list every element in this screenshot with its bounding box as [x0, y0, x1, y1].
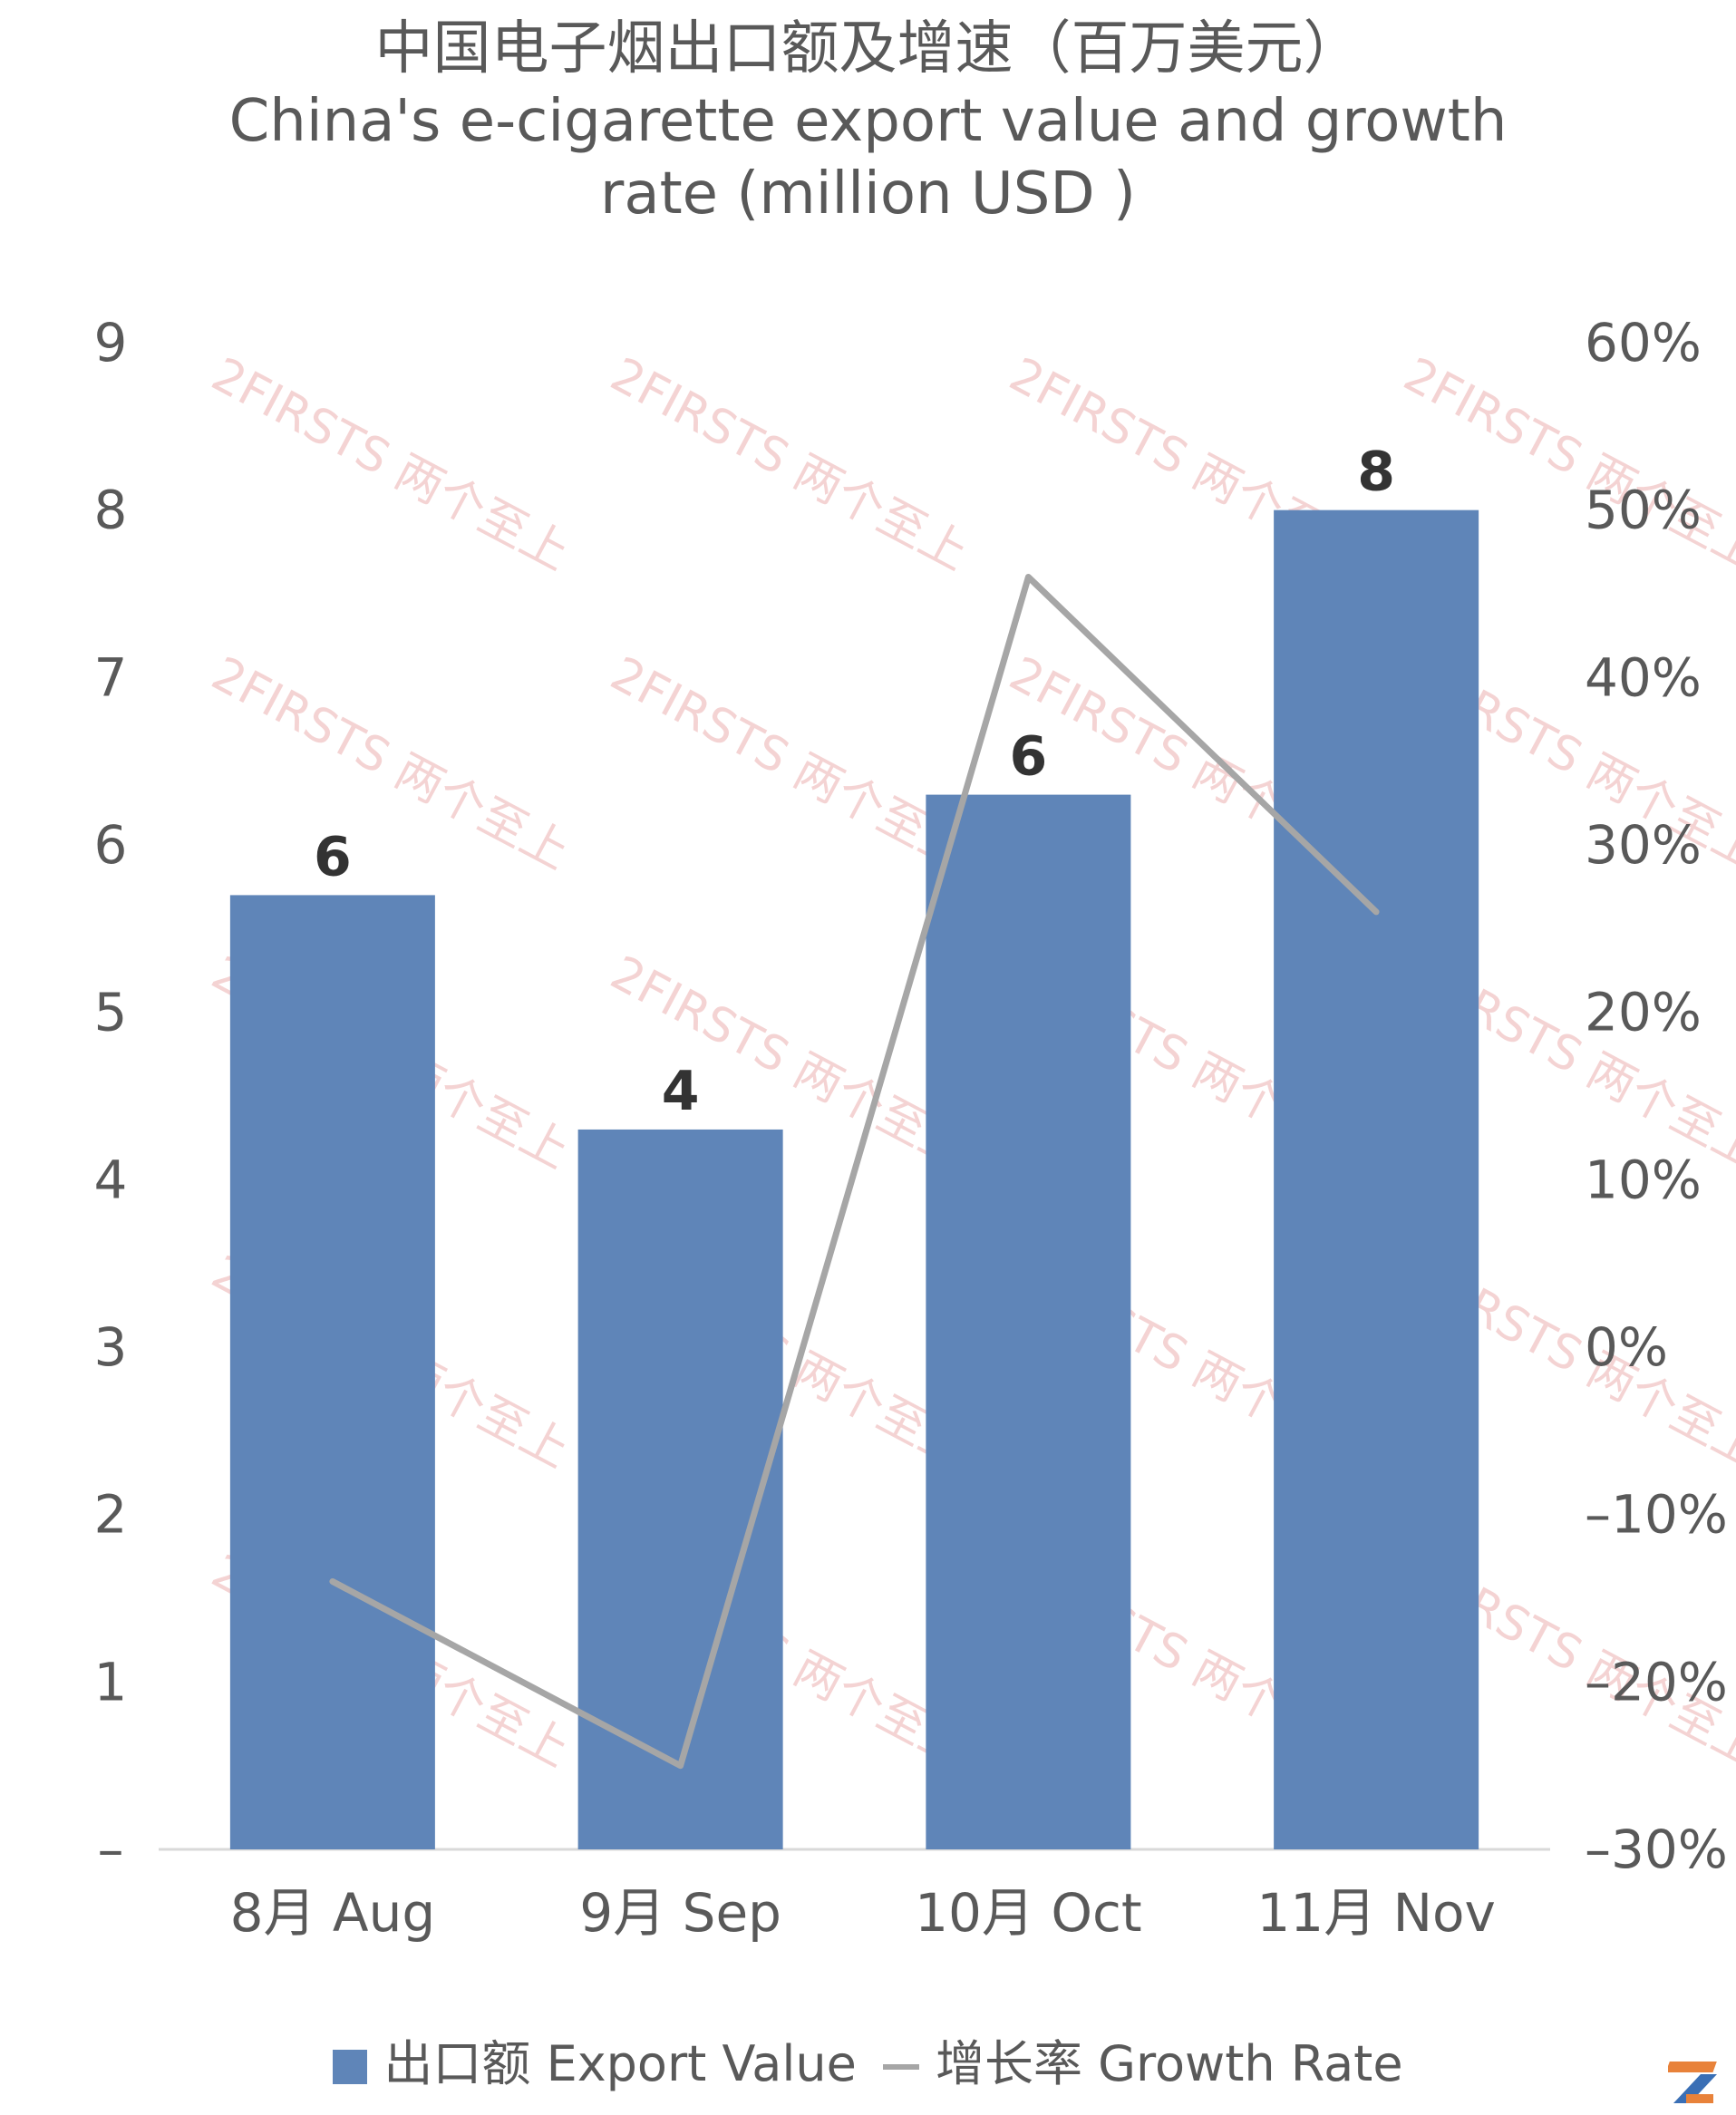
legend: 出口额 Export Value 增长率 Growth Rate — [0, 2023, 1736, 2095]
y-axis-left: – 1 2 3 4 5 6 7 8 9 — [94, 312, 128, 1880]
y-right-tick-label: –10% — [1585, 1484, 1728, 1546]
chart-title-en-line1: China's e-cigarette export value and gro… — [228, 88, 1508, 155]
y-right-tick-label: –30% — [1585, 1819, 1728, 1880]
x-tick-label: 10月 Oct — [915, 1882, 1142, 1944]
x-tick-label: 11月 Nov — [1256, 1882, 1495, 1944]
bar-1 — [229, 895, 435, 1849]
legend-item-growth-rate: 增长率 Growth Rate — [882, 2023, 1403, 2095]
y-right-tick-label: 50% — [1585, 480, 1702, 541]
brand-logo-icon — [1668, 2062, 1717, 2103]
growth-rate-line — [329, 574, 1380, 1770]
y-axis-right: –30% –20% –10% 0% 10% 20% 30% 40% 50% 60% — [1585, 312, 1728, 1880]
bar-4 — [1274, 509, 1479, 1849]
y-right-tick-label: 40% — [1585, 646, 1702, 708]
y-left-tick-label: 8 — [94, 480, 128, 541]
legend-item-export-value: 出口额 Export Value — [333, 2023, 857, 2095]
y-left-tick-label: 5 — [94, 982, 128, 1043]
chart-title-en-line2: rate (million USD ) — [600, 160, 1136, 228]
bar-data-label: 4 — [662, 1060, 700, 1123]
x-tick-label: 9月 Sep — [579, 1882, 781, 1944]
y-right-tick-label: –20% — [1585, 1651, 1728, 1712]
legend-label-export-value: 出口额 Export Value — [383, 2035, 857, 2092]
bar-data-label: 8 — [1357, 441, 1395, 504]
line-series — [329, 574, 1380, 1770]
chart-title-cn: 中国电子烟出口额及增速（百万美元） — [374, 15, 1362, 82]
y-left-tick-label: 3 — [94, 1316, 128, 1378]
bar-2 — [577, 1129, 783, 1849]
chart-title: 中国电子烟出口额及增速（百万美元） China's e-cigarette ex… — [0, 13, 1736, 230]
y-left-tick-label: – — [98, 1819, 124, 1880]
y-right-tick-label: 10% — [1585, 1149, 1702, 1210]
bar-data-labels: 6 4 6 8 — [314, 441, 1395, 1123]
legend-label-growth-rate: 增长率 Growth Rate — [935, 2035, 1403, 2092]
y-left-tick-label: 4 — [94, 1149, 128, 1210]
y-left-tick-label: 7 — [94, 646, 128, 708]
y-left-tick-label: 2 — [94, 1484, 128, 1546]
x-tick-label: 8月 Aug — [230, 1882, 436, 1944]
legend-swatch-bar — [333, 2050, 368, 2085]
y-right-tick-label: 20% — [1585, 982, 1702, 1043]
y-left-tick-label: 1 — [94, 1651, 128, 1712]
y-right-tick-label: 60% — [1585, 312, 1702, 374]
bar-data-label: 6 — [1010, 725, 1048, 789]
legend-swatch-line — [882, 2064, 919, 2071]
y-right-tick-label: 0% — [1585, 1316, 1668, 1378]
x-axis-labels: 8月 Aug 9月 Sep 10月 Oct 11月 Nov — [230, 1882, 1496, 1944]
y-left-tick-label: 9 — [94, 312, 128, 374]
y-left-tick-label: 6 — [94, 814, 128, 876]
bar-3 — [926, 794, 1131, 1849]
y-right-tick-label: 30% — [1585, 814, 1702, 876]
bar-data-label: 6 — [314, 825, 352, 888]
